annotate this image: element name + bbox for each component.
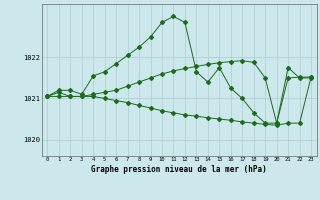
- X-axis label: Graphe pression niveau de la mer (hPa): Graphe pression niveau de la mer (hPa): [91, 165, 267, 174]
